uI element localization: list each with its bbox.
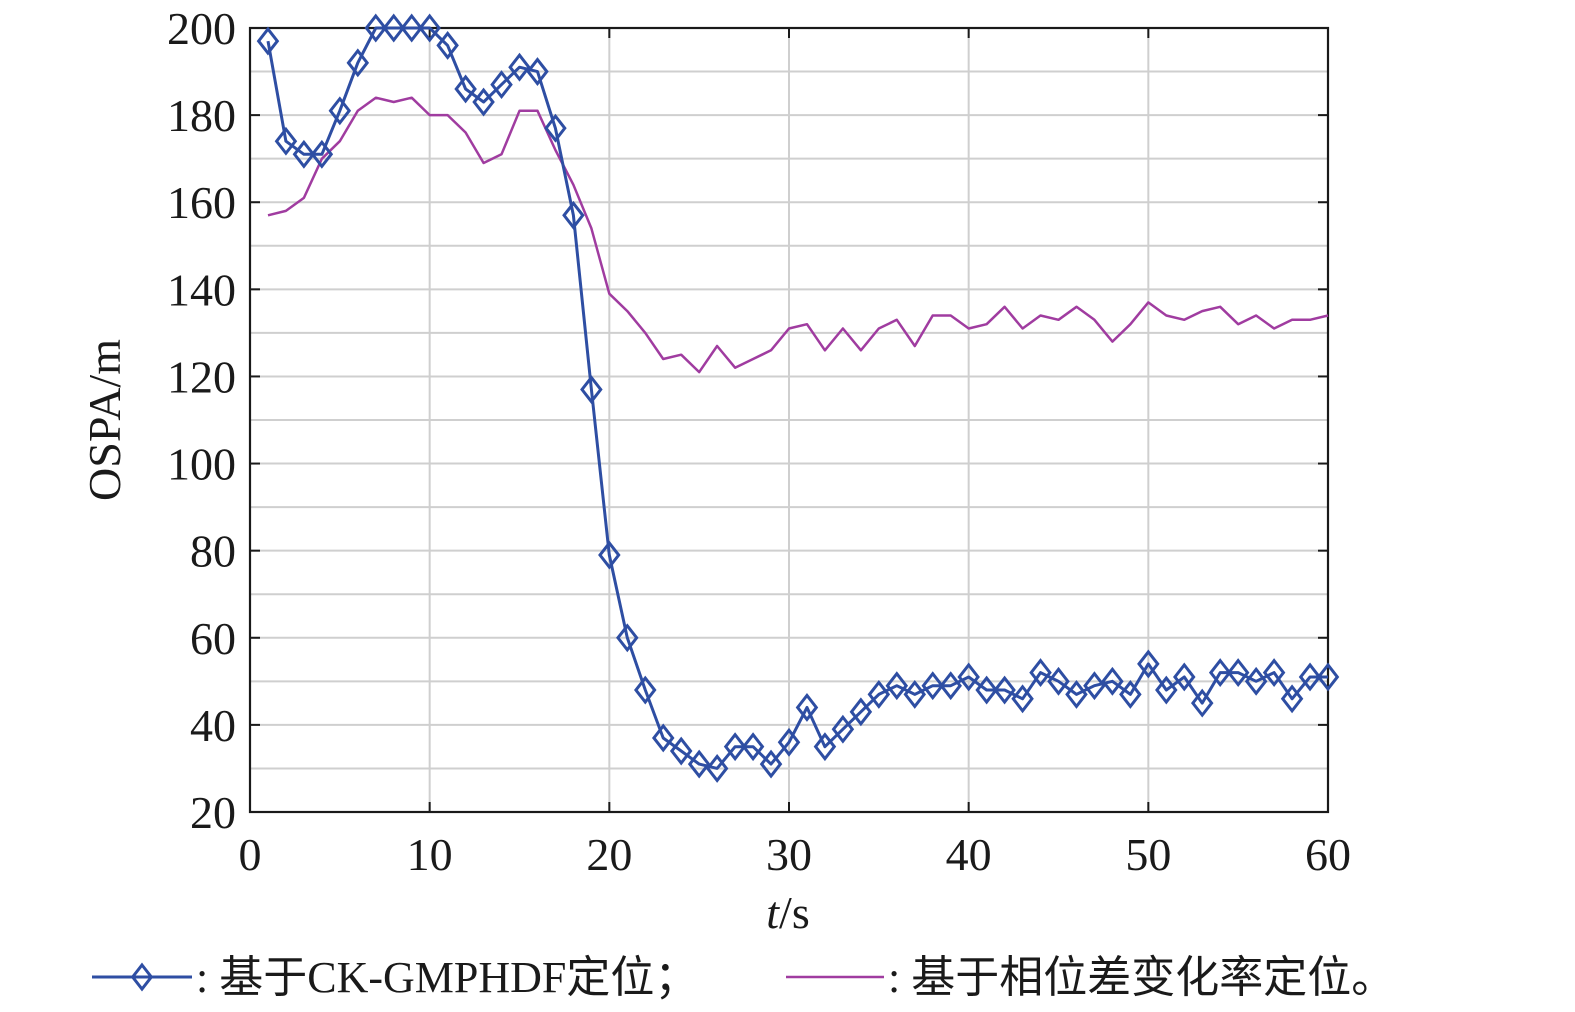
y-tick-label: 20 [190,787,236,838]
data-point-diamond [1190,688,1214,718]
data-point-diamond [544,113,567,143]
data-point-diamond [328,96,352,126]
series-line [266,26,1328,770]
data-point-diamond [705,754,729,783]
y-tick-label: 100 [167,439,236,490]
data-point-diamond [508,52,531,82]
data-point-diamond [580,375,603,404]
y-tick-label: 80 [190,526,236,577]
data-point-diamond [1226,658,1250,688]
data-point-diamond [885,671,909,701]
legend-label-phase-diff: : 基于相位差变化率定位。 [888,953,1395,1002]
data-point-diamond [1280,684,1304,714]
data-point-diamond [759,749,783,779]
legend: : 基于CK-GMPHDF定位； : 基于相位差变化率定位。 [92,953,1395,1002]
series-line [267,96,1329,374]
data-point-diamond [867,679,891,709]
data-point-diamond [1065,679,1088,709]
data-point-diamond [418,13,441,43]
data-point-diamond [1262,658,1286,688]
data-point-diamond [741,732,765,762]
data-point-diamond [957,662,980,692]
data-point-diamond [1119,679,1142,709]
y-axis-title: OSPA/m [79,339,130,501]
data-point-diamond [346,48,370,78]
data-point-diamond [1083,671,1106,701]
data-point-diamond [849,697,873,727]
data-point-diamond [993,675,1016,705]
legend-diamond-marker [130,962,154,992]
data-point-diamond [903,679,927,709]
data-point-diamond [723,732,747,762]
data-point-diamond [975,675,998,705]
data-point-diamond [1298,662,1322,692]
data-point-diamond [400,13,423,43]
data-point-diamond [634,675,657,705]
data-point-diamond [1137,649,1160,679]
x-axis-title: t/s [766,887,809,938]
data-point-diamond [490,70,513,100]
x-tick-label: 40 [946,829,992,880]
data-point-diamond [364,13,388,43]
data-point-diamond [1173,662,1196,692]
data-point-diamond [1101,666,1124,696]
y-tick-label: 40 [190,700,236,751]
data-point-diamond [454,74,477,104]
x-tick-label: 10 [407,829,453,880]
data-point-diamond [1244,666,1268,696]
x-axis-title-italic: t [766,887,780,938]
grid-lines [250,28,1328,812]
data-point-diamond [526,57,549,86]
data-point-diamond [274,126,298,156]
data-point-diamond [1208,658,1232,688]
data-point-diamond [1011,684,1034,714]
data-point-diamond [651,723,675,753]
legend-label-ck-gmphdf: : 基于CK-GMPHDF定位； [196,953,698,1002]
x-tick-labels: 0 10 20 30 40 50 60 [239,829,1352,880]
y-tick-label: 160 [167,177,236,228]
series-layer [256,13,1340,783]
series-phase-diff-rate [267,96,1329,374]
data-point-diamond [562,200,585,230]
data-point-diamond [1047,666,1070,696]
x-tick-label: 50 [1125,829,1171,880]
data-point-diamond [598,540,621,570]
x-axis-title-unit: /s [779,887,810,938]
data-point-diamond [1316,662,1340,692]
data-point-diamond [382,13,405,43]
data-point-diamond [813,732,837,762]
data-point-diamond [687,749,711,779]
data-point-diamond [292,139,316,169]
y-tick-label: 120 [167,351,236,402]
data-point-diamond [795,693,819,722]
y-tick-label: 60 [190,613,236,664]
y-tick-label: 140 [167,264,236,315]
data-point-diamond [777,727,801,757]
data-point-diamond [472,87,495,117]
data-point-diamond [939,671,962,701]
x-tick-label: 30 [766,829,812,880]
data-point-diamond [831,714,855,744]
data-point-diamond [1155,675,1178,705]
data-point-diamond [256,26,280,56]
y-tick-labels: 20 40 60 80 100 120 140 160 180 200 [167,3,236,838]
y-tick-label: 200 [167,3,236,54]
data-point-diamond [310,139,334,169]
data-point-diamond [669,736,693,766]
data-point-diamond [436,30,459,60]
y-tick-label: 180 [167,90,236,141]
x-tick-label: 0 [239,829,262,880]
x-tick-label: 60 [1305,829,1351,880]
data-point-diamond [1029,658,1052,688]
data-point-diamond [921,671,944,701]
x-tick-label: 20 [586,829,632,880]
axis-ticks [249,27,1329,813]
series-ck-gmphdf [256,13,1340,783]
data-point-diamond [616,623,639,653]
